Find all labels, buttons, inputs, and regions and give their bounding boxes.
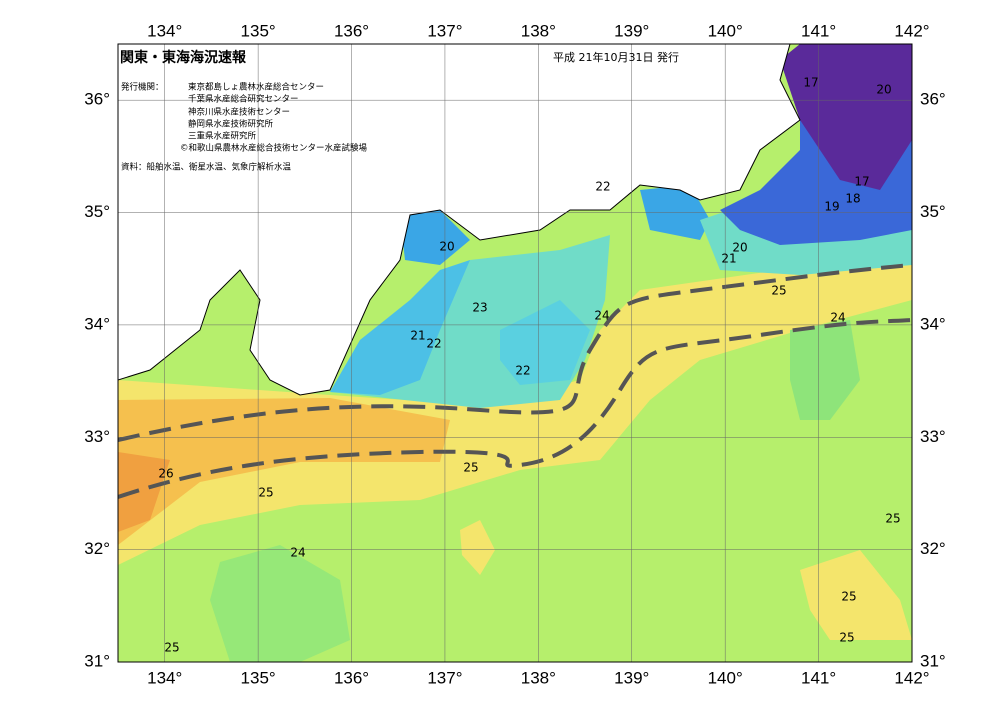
contour-label: 20	[732, 241, 747, 255]
warmest-zone	[118, 452, 170, 532]
contour-label: 21	[721, 252, 736, 266]
lon-label-bottom: 141°	[801, 668, 836, 687]
contour-label: 25	[839, 631, 854, 645]
issuer: ©和歌山県農林水産総合技術センター水産試験場	[180, 143, 368, 154]
lon-label-top: 141°	[801, 21, 836, 40]
contour-label: 18	[845, 192, 860, 206]
kuroshio-edge	[118, 318, 912, 499]
issuer: 千葉県水産総合研究センター	[188, 94, 299, 105]
lon-label-bottom: 135°	[241, 668, 276, 687]
contour-label: 19	[824, 200, 839, 214]
issue-date: 平成 21年10月31日 発行	[553, 50, 679, 64]
kuroshio-edge	[118, 263, 912, 442]
lon-label-top: 135°	[241, 21, 276, 40]
lon-label-bottom: 139°	[614, 668, 649, 687]
contour-label: 25	[841, 590, 856, 604]
contour-label: 21	[410, 329, 425, 343]
issuer: 三重県水産研究所	[188, 131, 257, 142]
warm-zone	[118, 255, 912, 565]
frame	[117, 43, 913, 663]
contour-label: 25	[463, 461, 478, 475]
lat-label-left: 34°	[84, 314, 110, 333]
lat-label-right: 34°	[920, 314, 946, 333]
lat-label-left: 33°	[84, 427, 110, 446]
warm-spot	[460, 520, 495, 575]
issuer: 神奈川県水産技術センター	[188, 107, 290, 118]
contour-label: 25	[771, 284, 786, 298]
cool-spot	[210, 545, 350, 662]
bay-water	[400, 210, 470, 265]
lon-label-top: 137°	[427, 21, 462, 40]
lat-label-left: 36°	[84, 90, 110, 109]
lon-label-top: 136°	[334, 21, 369, 40]
lon-label-top: 140°	[708, 21, 743, 40]
lon-label-bottom: 136°	[334, 668, 369, 687]
issuer: 静岡県水産技術研究所	[188, 119, 274, 130]
cold-water	[330, 260, 470, 395]
lon-label-bottom: 137°	[427, 668, 462, 687]
contour-label: 24	[594, 309, 609, 323]
title: 関東・東海海況速報	[120, 49, 247, 66]
lat-label-right: 35°	[920, 202, 946, 221]
contour-label: 22	[515, 364, 530, 378]
lon-label-top: 142°	[894, 21, 929, 40]
contour-label: 22	[426, 337, 441, 351]
warm-spot	[800, 550, 912, 640]
contour-label: 17	[854, 175, 869, 189]
lon-label-top: 134°	[147, 21, 182, 40]
coldest-water	[780, 44, 912, 190]
map-body	[118, 44, 912, 662]
lat-label-right: 36°	[920, 90, 946, 109]
contour-label: 17	[803, 76, 818, 90]
issuer: 東京都島しょ農林水産総合センター	[188, 82, 324, 93]
lon-label-bottom: 134°	[147, 668, 182, 687]
lat-label-left: 32°	[84, 539, 110, 558]
contour-label: 23	[472, 301, 487, 315]
lat-label-right: 31°	[920, 651, 946, 670]
lon-label-bottom: 140°	[708, 668, 743, 687]
lon-label-bottom: 142°	[894, 668, 929, 687]
lat-label-right: 32°	[920, 539, 946, 558]
data-source: 資料：船舶水温、衛星水温、気象庁解析水温	[121, 162, 292, 173]
contour-label: 20	[439, 240, 454, 254]
contour-label: 24	[830, 311, 845, 325]
contour-label: 25	[164, 641, 179, 655]
warmer-zone	[118, 398, 450, 545]
lon-label-top: 139°	[614, 21, 649, 40]
contour-label: 20	[876, 83, 891, 97]
lat-label-left: 31°	[84, 651, 110, 670]
lon-label-top: 138°	[521, 21, 556, 40]
contour-label: 25	[885, 512, 900, 526]
cold-eddy	[500, 300, 590, 385]
contour-label: 22	[595, 180, 610, 194]
contour-label: 24	[290, 546, 305, 560]
contour-label: 26	[158, 467, 173, 481]
lat-label-right: 33°	[920, 427, 946, 446]
contour-label: 25	[258, 486, 273, 500]
issuer-label: 発行機関：	[121, 82, 164, 93]
cool-spot	[790, 320, 860, 420]
lon-label-bottom: 138°	[521, 668, 556, 687]
lat-label-left: 35°	[84, 202, 110, 221]
